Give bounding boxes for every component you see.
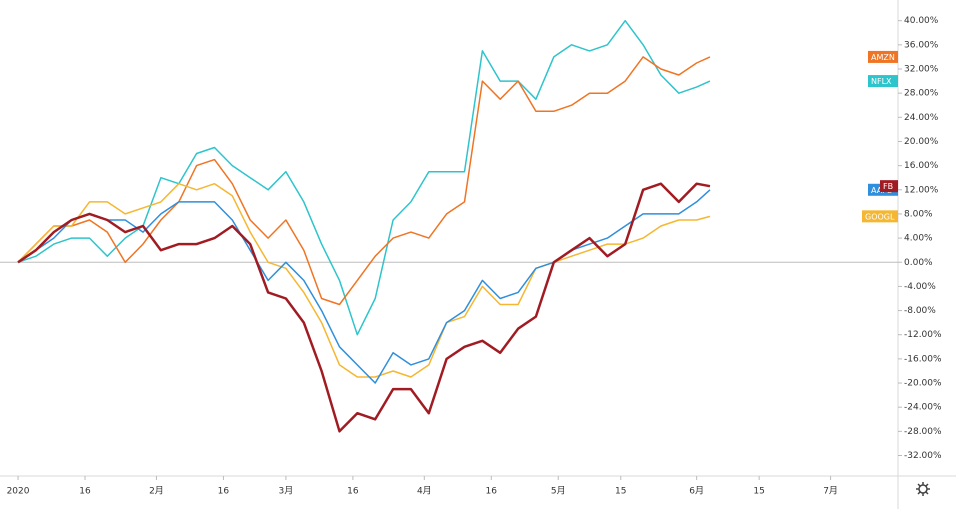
legend-label: FB: [883, 182, 893, 191]
y-tick-label: 12.00%: [904, 185, 939, 195]
legend-tag-box: [862, 210, 898, 223]
x-tick-label: 15: [615, 487, 626, 497]
x-tick-label: 5月: [551, 486, 566, 497]
legend-tag: NFLX: [868, 75, 898, 88]
legend-tag: GOOGL: [862, 210, 898, 223]
x-tick-label: 4月: [417, 486, 432, 497]
legend-label: GOOGL: [865, 212, 895, 221]
y-tick-label: 8.00%: [904, 209, 933, 219]
y-tick-label: -12.00%: [904, 330, 942, 340]
x-tick-label: 6月: [689, 486, 704, 497]
series-line: [17, 189, 711, 384]
x-tick-label: 3月: [279, 486, 294, 497]
x-tick-label: 2020: [7, 487, 30, 497]
y-tick-label: 28.00%: [904, 89, 939, 99]
y-tick-label: 16.00%: [904, 161, 939, 171]
y-tick-label: 40.00%: [904, 16, 939, 26]
series-line: [17, 182, 711, 433]
y-tick-label: 0.00%: [904, 258, 933, 268]
legend-tag-box: [868, 75, 898, 88]
y-tick-label: -8.00%: [904, 306, 936, 316]
x-tick-label: 16: [347, 487, 359, 497]
x-tick-label: 2月: [149, 486, 164, 497]
y-tick-label: -32.00%: [904, 451, 942, 461]
legend-label: AMZN: [871, 53, 895, 62]
x-tick-label: 16: [79, 487, 91, 497]
y-tick-label: -24.00%: [904, 403, 942, 413]
y-tick-label: -16.00%: [904, 354, 942, 364]
legend-tag: AMZN: [868, 50, 898, 63]
y-tick-label: -4.00%: [904, 282, 936, 292]
y-tick-label: 20.00%: [904, 137, 939, 147]
legend-tag: FB: [880, 180, 898, 193]
x-tick-label: 7月: [823, 486, 838, 497]
series-line: [17, 19, 711, 336]
series-line: [17, 56, 711, 306]
y-tick-label: 36.00%: [904, 40, 939, 50]
x-tick-label: 16: [486, 487, 498, 497]
y-tick-label: 24.00%: [904, 113, 939, 123]
x-tick-label: 15: [753, 487, 764, 497]
legend-tag-box: [880, 180, 898, 193]
y-tick-label: 4.00%: [904, 234, 933, 244]
settings-icon[interactable]: [916, 482, 930, 496]
legend-tag-box: [868, 50, 898, 63]
y-tick-label: -20.00%: [904, 379, 942, 389]
y-tick-label: -28.00%: [904, 427, 942, 437]
legend-label: NFLX: [871, 77, 892, 86]
x-tick-label: 16: [218, 487, 230, 497]
gear-teeth: [916, 482, 930, 496]
y-tick-label: 32.00%: [904, 64, 939, 74]
